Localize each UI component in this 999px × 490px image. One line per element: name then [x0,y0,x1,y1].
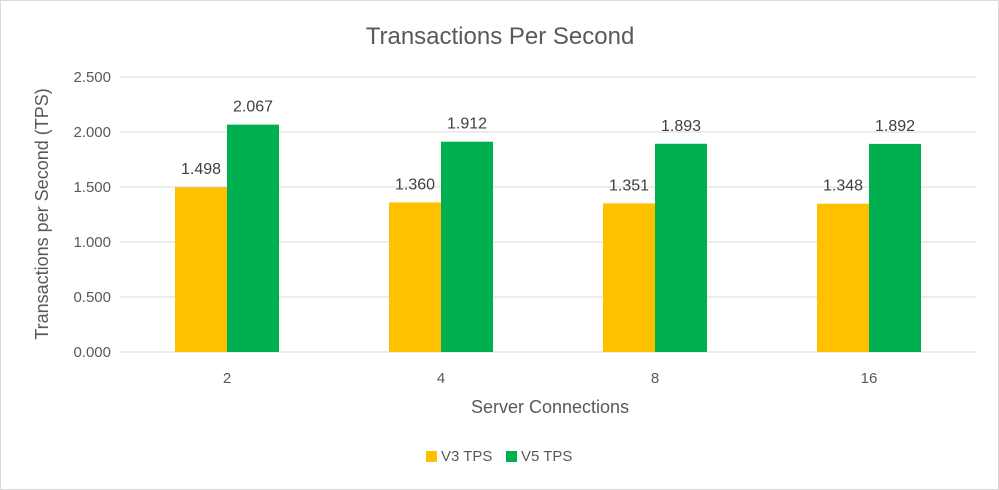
data-label: 1.360 [395,176,435,193]
y-tick-label: 2.000 [73,124,111,141]
bar-v3-tps [389,202,441,352]
bars [175,124,921,352]
bar-v3-tps [603,203,655,352]
data-label: 1.351 [609,177,649,194]
data-label: 1.892 [875,118,915,135]
bar-v5-tps [441,141,493,352]
y-axis-ticks: 0.000 0.500 1.000 1.500 2.000 2.500 [73,69,111,361]
x-axis-ticks: 2 4 8 16 [223,370,878,387]
y-tick-label: 0.500 [73,289,111,306]
bar-v5-tps [655,143,707,352]
y-tick-label: 1.500 [73,179,111,196]
x-axis-title: Server Connections [471,397,629,417]
x-tick-label: 16 [861,370,878,387]
y-tick-label: 1.000 [73,234,111,251]
bar-v5-tps [869,143,921,352]
data-label: 1.498 [181,161,221,178]
x-tick-label: 4 [437,370,445,387]
bar-v3-tps [175,187,227,352]
data-labels: 1.498 2.067 1.360 1.912 1.351 1.893 1.348 1.892 [181,99,915,195]
data-label: 1.912 [447,116,487,133]
bar-v3-tps [817,203,869,352]
y-axis-title: Transactions per Second (TPS) [32,88,52,339]
legend-swatch [426,451,437,462]
data-label: 2.067 [233,99,273,116]
legend: V3 TPS V5 TPS [426,448,572,465]
legend-label: V3 TPS [441,448,492,465]
data-label: 1.348 [823,178,863,195]
x-tick-label: 8 [651,370,659,387]
bar-v5-tps [227,124,279,352]
legend-label: V5 TPS [521,448,572,465]
y-tick-label: 0.000 [73,344,111,361]
legend-swatch [506,451,517,462]
y-tick-label: 2.500 [73,69,111,86]
data-label: 1.893 [661,118,701,135]
x-tick-label: 2 [223,370,231,387]
chart-title: Transactions Per Second [366,23,635,50]
